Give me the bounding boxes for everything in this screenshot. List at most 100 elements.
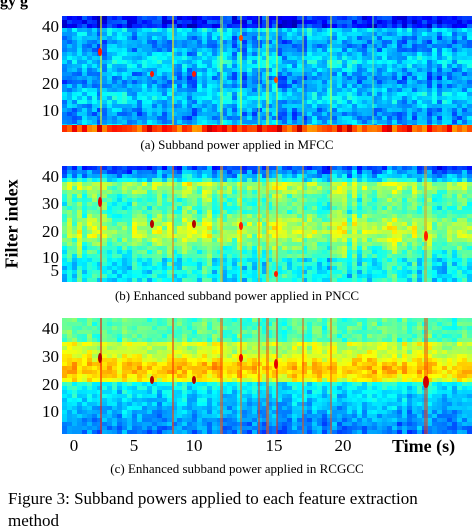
spectrogram-cell — [172, 44, 178, 49]
spectrogram-cell — [377, 120, 383, 125]
spectrogram-cell — [247, 100, 253, 105]
spectrogram-cell — [147, 84, 153, 89]
spectrogram-cell — [277, 230, 283, 235]
spectrogram-cell — [202, 20, 208, 25]
spectrogram-cell — [62, 202, 68, 207]
spectrogram-cell — [392, 68, 398, 73]
spectrogram-cell — [447, 262, 453, 267]
spectrogram-cell — [97, 278, 103, 282]
spectrogram-cell — [87, 210, 93, 215]
spectrogram-cell — [107, 250, 113, 255]
spectrogram-cell — [312, 32, 318, 37]
spectrogram-cell — [252, 182, 258, 187]
spectrogram-cell — [322, 68, 328, 73]
spectrogram-cell — [167, 28, 173, 33]
spectrogram-cell — [117, 68, 123, 73]
spectrogram-cell — [342, 76, 348, 81]
spectrogram-cell — [467, 80, 472, 85]
spectrogram-cell — [117, 270, 123, 275]
spectrogram-cell — [252, 16, 258, 21]
spectrogram-cell — [412, 52, 418, 57]
spectrogram-cell — [382, 68, 388, 73]
spectrogram-cell — [137, 214, 143, 219]
spectrogram-cell — [137, 56, 143, 61]
spectrogram-cell — [207, 242, 213, 247]
spectrogram-cell — [222, 32, 228, 37]
spectrogram-cell — [127, 274, 133, 279]
spectrogram-cell — [307, 32, 313, 37]
spectrogram-cell — [402, 214, 408, 219]
spectrogram-cell — [122, 174, 128, 179]
spectrogram-cell — [87, 258, 93, 263]
spectrogram-cell — [247, 194, 253, 199]
spectrogram-cell — [282, 246, 288, 251]
spectrogram-cell — [192, 52, 198, 57]
spectrogram-cell — [332, 20, 338, 25]
spectrogram-cell — [462, 198, 468, 203]
spectrogram-cell — [222, 16, 228, 21]
spectrogram-cell — [307, 24, 313, 29]
spectrogram-cell — [457, 104, 463, 109]
spectrogram-cell — [157, 226, 163, 231]
spectrogram-cell — [442, 234, 448, 239]
spectrogram-cell — [132, 266, 138, 271]
spectrogram-cell — [312, 214, 318, 219]
spectrogram-cell — [252, 274, 258, 279]
spectrogram-cell — [467, 218, 472, 223]
spectrogram-cell — [307, 234, 313, 239]
spectrogram-cell — [267, 16, 273, 21]
spectrogram-cell — [417, 210, 423, 215]
spectrogram-cell — [232, 120, 238, 125]
spectrogram-cell — [62, 68, 68, 73]
spectrogram-cell — [217, 100, 223, 105]
spectrogram-cell — [72, 418, 78, 423]
spectrogram-cell — [372, 222, 378, 227]
spectrogram-cell — [462, 80, 468, 85]
spectrogram-cell — [237, 206, 243, 211]
spectrogram-cell — [327, 48, 333, 53]
spectrogram-cell — [427, 234, 433, 239]
spectrogram-cell — [442, 28, 448, 33]
spectrogram-cell — [292, 178, 298, 183]
spectrogram-cell — [167, 222, 173, 227]
spectrogram-cell — [282, 218, 288, 223]
spectrogram-cell — [287, 108, 293, 113]
spectrogram-cell — [287, 96, 293, 101]
spectrogram-cell — [137, 40, 143, 45]
spectrogram-cell — [372, 194, 378, 199]
spectrogram-cell — [177, 24, 183, 29]
spectrogram-cell — [297, 230, 303, 235]
spectrogram-cell — [432, 44, 438, 49]
spectrogram-cell — [142, 64, 148, 69]
spectrogram-cell — [442, 178, 448, 183]
spectrogram-cell — [377, 48, 383, 53]
spectrogram-cell — [392, 170, 398, 175]
spectrogram-cell — [62, 92, 68, 97]
spectrogram-cell — [182, 270, 188, 275]
spectrogram-cell — [342, 278, 348, 282]
spectrogram-cell — [182, 258, 188, 263]
spectrogram-cell — [72, 362, 78, 367]
spectrogram-cell — [122, 108, 128, 113]
spectrogram-cell — [242, 56, 248, 61]
spectrogram-cell — [427, 120, 433, 125]
spectrogram-cell — [377, 40, 383, 45]
spectrogram-cell — [72, 222, 78, 227]
spectrogram-cell — [367, 190, 373, 195]
spectrogram-cell — [407, 270, 413, 275]
spectrogram-cell — [227, 242, 233, 247]
spectrogram-cell — [392, 28, 398, 33]
spectrogram-cell — [447, 250, 453, 255]
spectrogram-cell — [387, 194, 393, 199]
spectrogram-cell — [427, 250, 433, 255]
spectrogram-cell — [322, 20, 328, 25]
spectrogram-cell — [442, 258, 448, 263]
spectrogram-cell — [412, 206, 418, 211]
onset-stripe — [302, 166, 304, 282]
low-band — [102, 125, 108, 132]
spectrogram-cell — [222, 56, 228, 61]
spectrogram-cell — [72, 422, 78, 427]
spectrogram-cell — [407, 254, 413, 259]
onset-stripe — [100, 166, 102, 282]
spectrogram-cell — [352, 214, 358, 219]
